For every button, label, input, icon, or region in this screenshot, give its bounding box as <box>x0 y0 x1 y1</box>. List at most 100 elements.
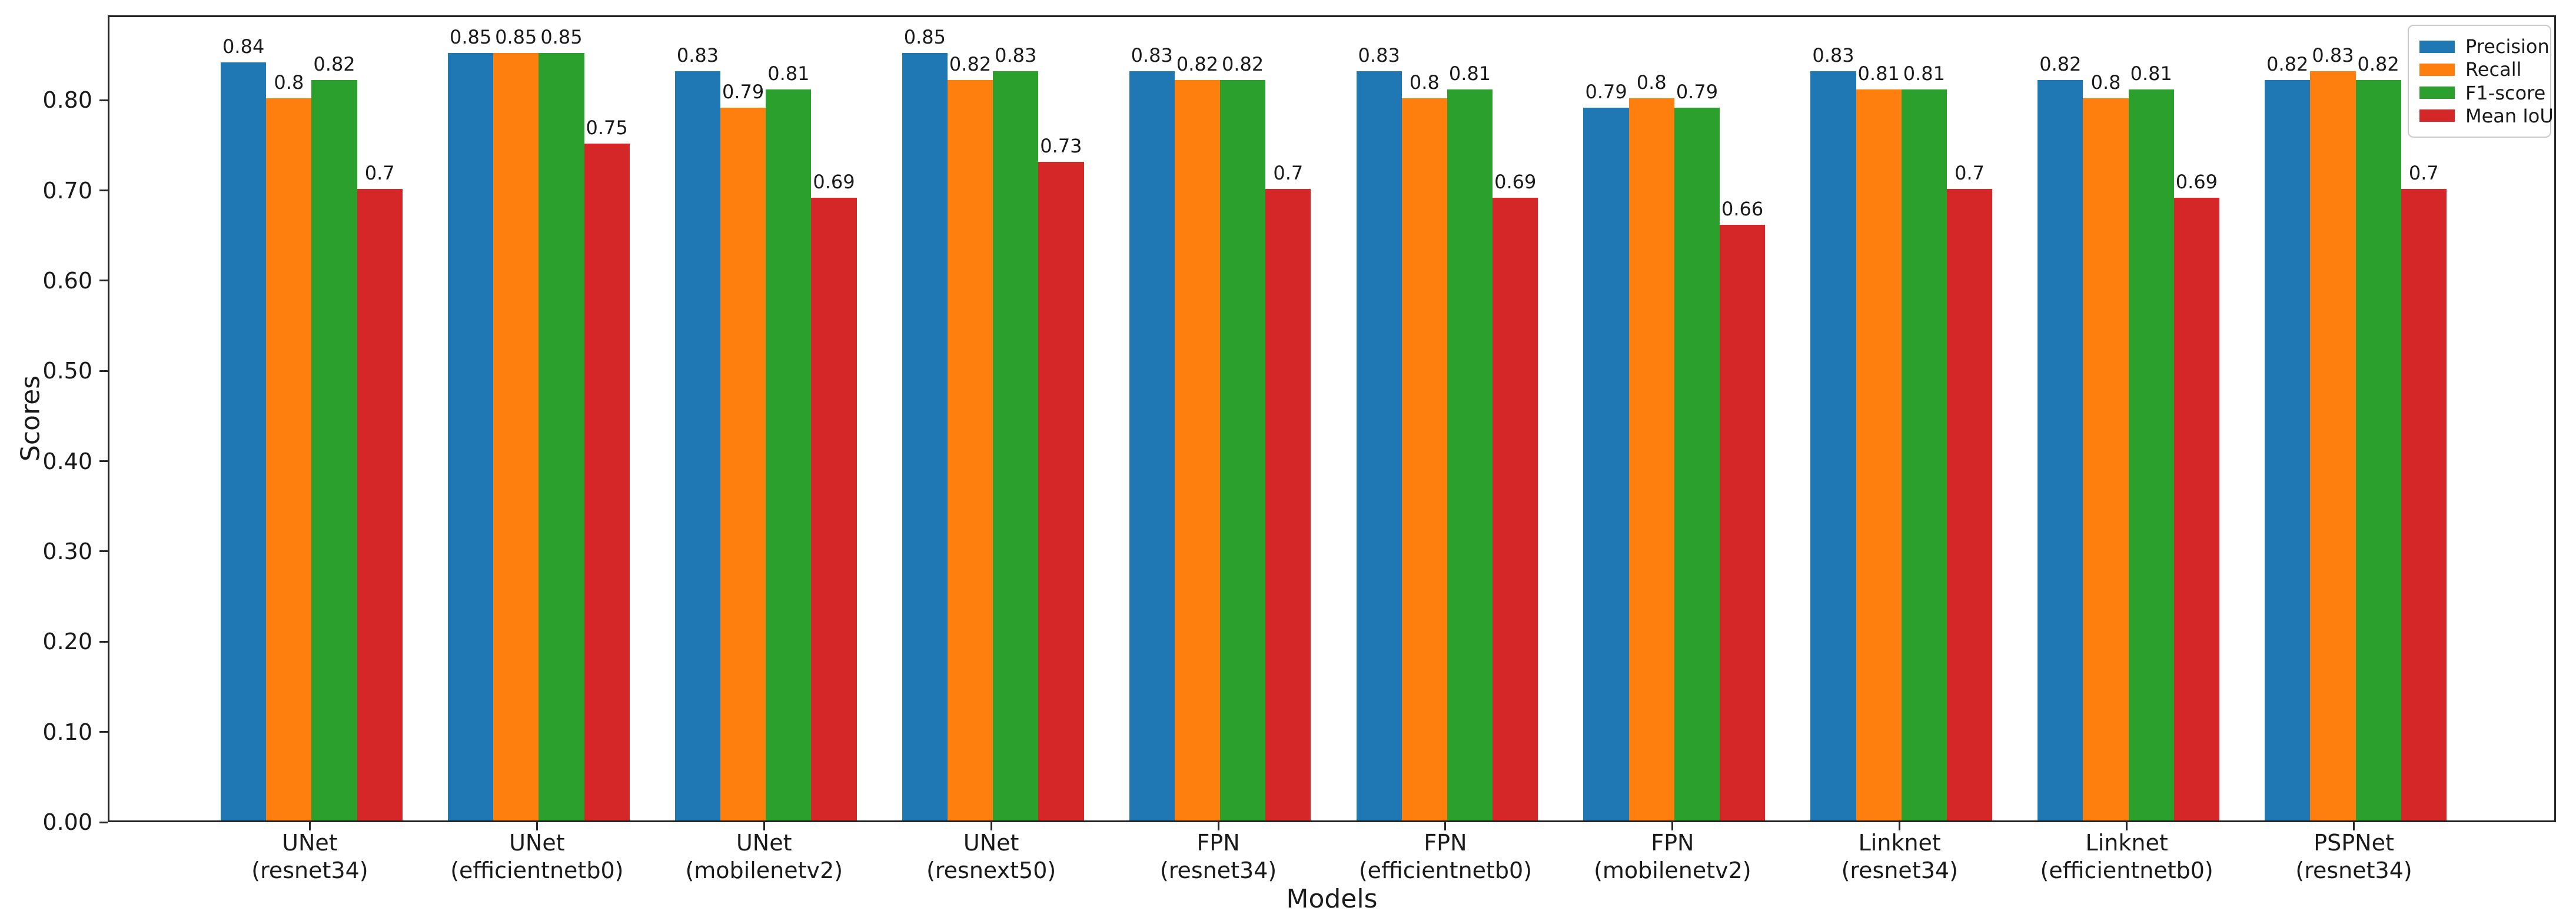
bar-precision <box>1129 71 1175 820</box>
x-tick-mark <box>763 822 765 830</box>
y-tick-label: 0.60 <box>42 267 92 294</box>
x-tick-mark <box>990 822 992 830</box>
bar-value-label: 0.7 <box>1273 161 1304 184</box>
bar-recall <box>1401 98 1447 820</box>
legend-label: Precision <box>2465 35 2550 58</box>
x-tick-label: Linknet (resnet34) <box>1841 830 1958 883</box>
x-tick-mark <box>2353 822 2355 830</box>
bar-value-label: 0.79 <box>1676 80 1719 103</box>
bar-value-label: 0.8 <box>1636 71 1667 94</box>
bar-recall <box>2083 98 2129 820</box>
bar-recall <box>1174 80 1221 820</box>
bar-precision <box>902 53 948 820</box>
bar-value-label: 0.73 <box>1040 134 1082 157</box>
y-tick-mark <box>99 280 108 282</box>
y-tick-mark <box>99 821 108 823</box>
bar-value-label: 0.81 <box>1448 62 1491 85</box>
bar-value-label: 0.7 <box>2408 161 2439 184</box>
legend-swatch-precision <box>2419 40 2455 53</box>
bar-value-label: 0.8 <box>274 71 304 94</box>
bar-mean-iou <box>1946 188 1993 820</box>
bar-precision <box>674 71 721 820</box>
bar-precision <box>1810 71 1856 820</box>
y-tick-mark <box>99 550 108 553</box>
bar-value-label: 0.85 <box>495 26 537 49</box>
x-tick-label: PSPNet (resnet34) <box>2295 830 2412 883</box>
bar-value-label: 0.69 <box>813 170 855 193</box>
x-tick-label: UNet (resnext50) <box>926 830 1056 883</box>
bar-mean-iou <box>1038 161 1084 820</box>
y-tick-label: 0.20 <box>42 629 92 655</box>
y-tick-mark <box>99 640 108 643</box>
bar-f1-score <box>2355 80 2401 820</box>
bar-value-label: 0.81 <box>1857 62 1900 85</box>
bar-precision <box>2265 80 2311 820</box>
legend-label: Recall <box>2465 58 2522 81</box>
bar-value-label: 0.66 <box>1721 197 1764 220</box>
bar-f1-score <box>311 80 357 820</box>
y-tick-label: 0.00 <box>42 809 92 835</box>
x-tick-label: UNet (resnet34) <box>251 830 368 883</box>
y-tick-mark <box>99 460 108 463</box>
bar-mean-iou <box>811 197 857 820</box>
y-tick-label: 0.30 <box>42 538 92 564</box>
bar-mean-iou <box>1720 224 1766 820</box>
y-tick-label: 0.10 <box>42 719 92 745</box>
x-tick-label: UNet (mobilenetv2) <box>685 830 843 883</box>
x-axis-label: Models <box>1286 884 1378 914</box>
bar-value-label: 0.82 <box>1222 53 1264 76</box>
bar-value-label: 0.69 <box>2175 170 2218 193</box>
bar-value-label: 0.83 <box>995 44 1037 67</box>
bar-mean-iou <box>1493 197 1538 820</box>
legend-label: F1-score <box>2465 81 2546 104</box>
y-tick-label: 0.80 <box>42 87 92 114</box>
bar-value-label: 0.81 <box>767 62 810 85</box>
bar-f1-score <box>1901 89 1947 820</box>
y-tick-mark <box>99 370 108 372</box>
bar-value-label: 0.82 <box>2266 53 2309 76</box>
x-tick-mark <box>1444 822 1447 830</box>
x-tick-label: Linknet (efficientnetb0) <box>2040 830 2213 883</box>
bar-value-label: 0.82 <box>313 53 355 76</box>
x-tick-mark <box>308 822 311 830</box>
bar-f1-score <box>539 53 584 820</box>
bar-recall <box>493 53 539 820</box>
legend-swatch-recall <box>2419 63 2455 76</box>
legend-swatch-f1-score <box>2419 87 2455 99</box>
legend-item: Recall <box>2419 58 2540 81</box>
bar-value-label: 0.82 <box>1176 53 1219 76</box>
y-tick-mark <box>99 190 108 191</box>
bar-recall <box>947 80 993 820</box>
bar-value-label: 0.7 <box>1955 161 1985 184</box>
bar-value-label: 0.7 <box>364 161 395 184</box>
x-tick-label: FPN (mobilenetv2) <box>1594 830 1751 883</box>
bar-precision <box>2037 80 2083 820</box>
x-tick-mark <box>1217 822 1219 830</box>
x-tick-mark <box>1671 822 1674 830</box>
bar-f1-score <box>1447 89 1493 820</box>
bar-value-label: 0.85 <box>903 26 946 49</box>
bar-value-label: 0.85 <box>540 26 583 49</box>
bar-f1-score <box>1674 107 1720 820</box>
bar-mean-iou <box>2401 188 2447 820</box>
plot-area: 0.84 0.85 0.83 0.85 0.83 0.83 0.79 0.83 0.82 0.82… <box>108 15 2556 822</box>
bar-value-label: 0.83 <box>1358 44 1400 67</box>
legend-item: Precision <box>2419 35 2550 58</box>
bar-f1-score <box>2128 89 2174 820</box>
bar-value-label: 0.83 <box>1131 44 1173 67</box>
bar-mean-iou <box>584 143 630 820</box>
bar-recall <box>720 107 766 820</box>
bar-f1-score <box>766 89 812 820</box>
bar-value-label: 0.82 <box>2357 53 2399 76</box>
legend-item: Mean IoU <box>2419 105 2554 127</box>
x-tick-label: UNet (efficientnetb0) <box>450 830 624 883</box>
bar-value-label: 0.79 <box>722 80 765 103</box>
bar-recall <box>266 98 312 820</box>
bar-value-label: 0.81 <box>1903 62 1945 85</box>
bar-value-label: 0.75 <box>586 116 628 139</box>
y-tick-mark <box>99 731 108 733</box>
bar-value-label: 0.83 <box>2312 44 2354 67</box>
bar-value-label: 0.8 <box>1409 71 1440 94</box>
bar-f1-score <box>1220 80 1266 820</box>
